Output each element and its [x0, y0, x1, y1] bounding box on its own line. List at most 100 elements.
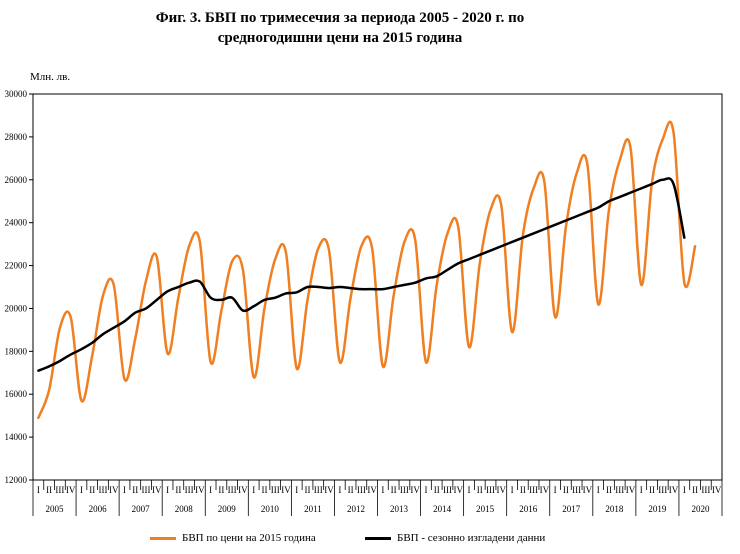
x-quarter-label: I — [123, 485, 126, 495]
y-tick-label: 18000 — [5, 346, 28, 356]
x-quarter-label: II — [520, 485, 526, 495]
x-quarter-label: III — [701, 485, 710, 495]
y-tick-label: 24000 — [5, 218, 28, 228]
legend-label-seasonally-adjusted: БВП - сезонно изгладени данни — [397, 532, 546, 544]
x-quarter-label: III — [658, 485, 667, 495]
x-quarter-label: IV — [583, 485, 593, 495]
x-year-label: 2013 — [390, 504, 409, 514]
x-quarter-label: I — [209, 485, 212, 495]
x-quarter-label: III — [529, 485, 538, 495]
y-tick-label: 22000 — [5, 261, 28, 271]
y-tick-label: 16000 — [5, 389, 28, 399]
series-line-gdp — [37, 120, 697, 420]
chart-title: Фиг. 3. БВП по тримесечия за периода 200… — [60, 8, 620, 48]
x-quarter-label: II — [261, 485, 267, 495]
x-quarter-label: I — [511, 485, 514, 495]
x-quarter-label: I — [166, 485, 169, 495]
x-quarter-label: I — [37, 485, 40, 495]
x-quarter-label: IV — [109, 485, 119, 495]
x-quarter-label: III — [443, 485, 452, 495]
chart-lines — [37, 120, 697, 420]
series-line-seasonally-adjusted — [37, 177, 686, 372]
x-quarter-label: III — [228, 485, 237, 495]
x-quarter-label: III — [55, 485, 64, 495]
x-quarter-label: I — [468, 485, 471, 495]
chart-title-line-1: Фиг. 3. БВП по тримесечия за периода 200… — [155, 10, 525, 26]
x-quarter-label: II — [218, 485, 224, 495]
x-quarter-label: II — [348, 485, 354, 495]
x-year-label: 2011 — [304, 504, 322, 514]
x-quarter-label: I — [252, 485, 255, 495]
x-quarter-label: III — [185, 485, 194, 495]
chart-ticks: 12000 14000 16000 18000 20000 22000 24000 26000… — [5, 89, 723, 516]
x-quarter-label: IV — [410, 485, 420, 495]
x-quarter-label: I — [597, 485, 600, 495]
x-quarter-label: II — [305, 485, 311, 495]
legend-item-seasonally-adjusted: БВП - сезонно изгладени данни — [365, 532, 545, 544]
x-year-label: 2006 — [89, 504, 108, 514]
x-quarter-label: I — [381, 485, 384, 495]
x-quarter-label: IV — [540, 485, 550, 495]
x-quarter-label: IV — [324, 485, 334, 495]
x-quarter-label: IV — [281, 485, 291, 495]
x-quarter-label: III — [615, 485, 624, 495]
x-quarter-label: IV — [152, 485, 162, 495]
x-quarter-label: IV — [453, 485, 463, 495]
chart-axes — [32, 93, 723, 481]
x-quarter-label: II — [89, 485, 95, 495]
x-quarter-label: IV — [238, 485, 248, 495]
x-quarter-label: III — [98, 485, 107, 495]
x-quarter-label: III — [142, 485, 151, 495]
plot-frame — [32, 93, 723, 481]
x-quarter-label: I — [424, 485, 427, 495]
x-quarter-label: IV — [497, 485, 507, 495]
x-quarter-label: I — [554, 485, 557, 495]
x-year-label: 2019 — [648, 504, 667, 514]
x-quarter-label: III — [572, 485, 581, 495]
x-quarter-label: II — [692, 485, 698, 495]
x-quarter-label: IV — [195, 485, 205, 495]
x-quarter-label: IV — [66, 485, 76, 495]
x-quarter-label: III — [357, 485, 366, 495]
x-quarter-label: I — [640, 485, 643, 495]
x-quarter-label: II — [391, 485, 397, 495]
x-year-label: 2018 — [605, 504, 624, 514]
x-year-label: 2020 — [691, 504, 710, 514]
legend-item-gdp: БВП по цени на 2015 година — [150, 532, 316, 544]
x-quarter-label: II — [563, 485, 569, 495]
x-year-label: 2010 — [261, 504, 280, 514]
x-year-label: 2008 — [175, 504, 194, 514]
x-year-label: 2005 — [46, 504, 65, 514]
x-year-label: 2016 — [519, 504, 538, 514]
y-tick-label: 12000 — [5, 475, 28, 485]
x-quarter-label: IV — [669, 485, 679, 495]
legend-swatch-seasonally-adjusted — [365, 536, 391, 540]
x-quarter-label: II — [175, 485, 181, 495]
y-tick-label: 28000 — [5, 132, 28, 142]
x-year-label: 2009 — [218, 504, 237, 514]
x-quarter-label: I — [80, 485, 83, 495]
x-quarter-label: II — [132, 485, 138, 495]
x-year-label: 2014 — [433, 504, 452, 514]
x-quarter-label: III — [271, 485, 280, 495]
x-quarter-label: II — [477, 485, 483, 495]
x-quarter-label: I — [295, 485, 298, 495]
x-quarter-label: III — [314, 485, 323, 495]
y-tick-label: 26000 — [5, 175, 28, 185]
x-year-label: 2012 — [347, 504, 365, 514]
x-quarter-label: II — [606, 485, 612, 495]
x-quarter-label: III — [400, 485, 409, 495]
x-quarter-label: II — [434, 485, 440, 495]
x-quarter-label: II — [649, 485, 655, 495]
x-quarter-label: IV — [626, 485, 636, 495]
x-year-label: 2007 — [132, 504, 151, 514]
x-year-label: 2015 — [476, 504, 495, 514]
y-tick-label: 14000 — [5, 432, 28, 442]
x-quarter-label: II — [46, 485, 52, 495]
x-quarter-label: IV — [712, 485, 722, 495]
x-year-label: 2017 — [562, 504, 581, 514]
y-tick-label: 20000 — [5, 303, 28, 313]
legend-label-gdp: БВП по цени на 2015 година — [182, 532, 316, 544]
legend-swatch-gdp — [150, 536, 176, 540]
